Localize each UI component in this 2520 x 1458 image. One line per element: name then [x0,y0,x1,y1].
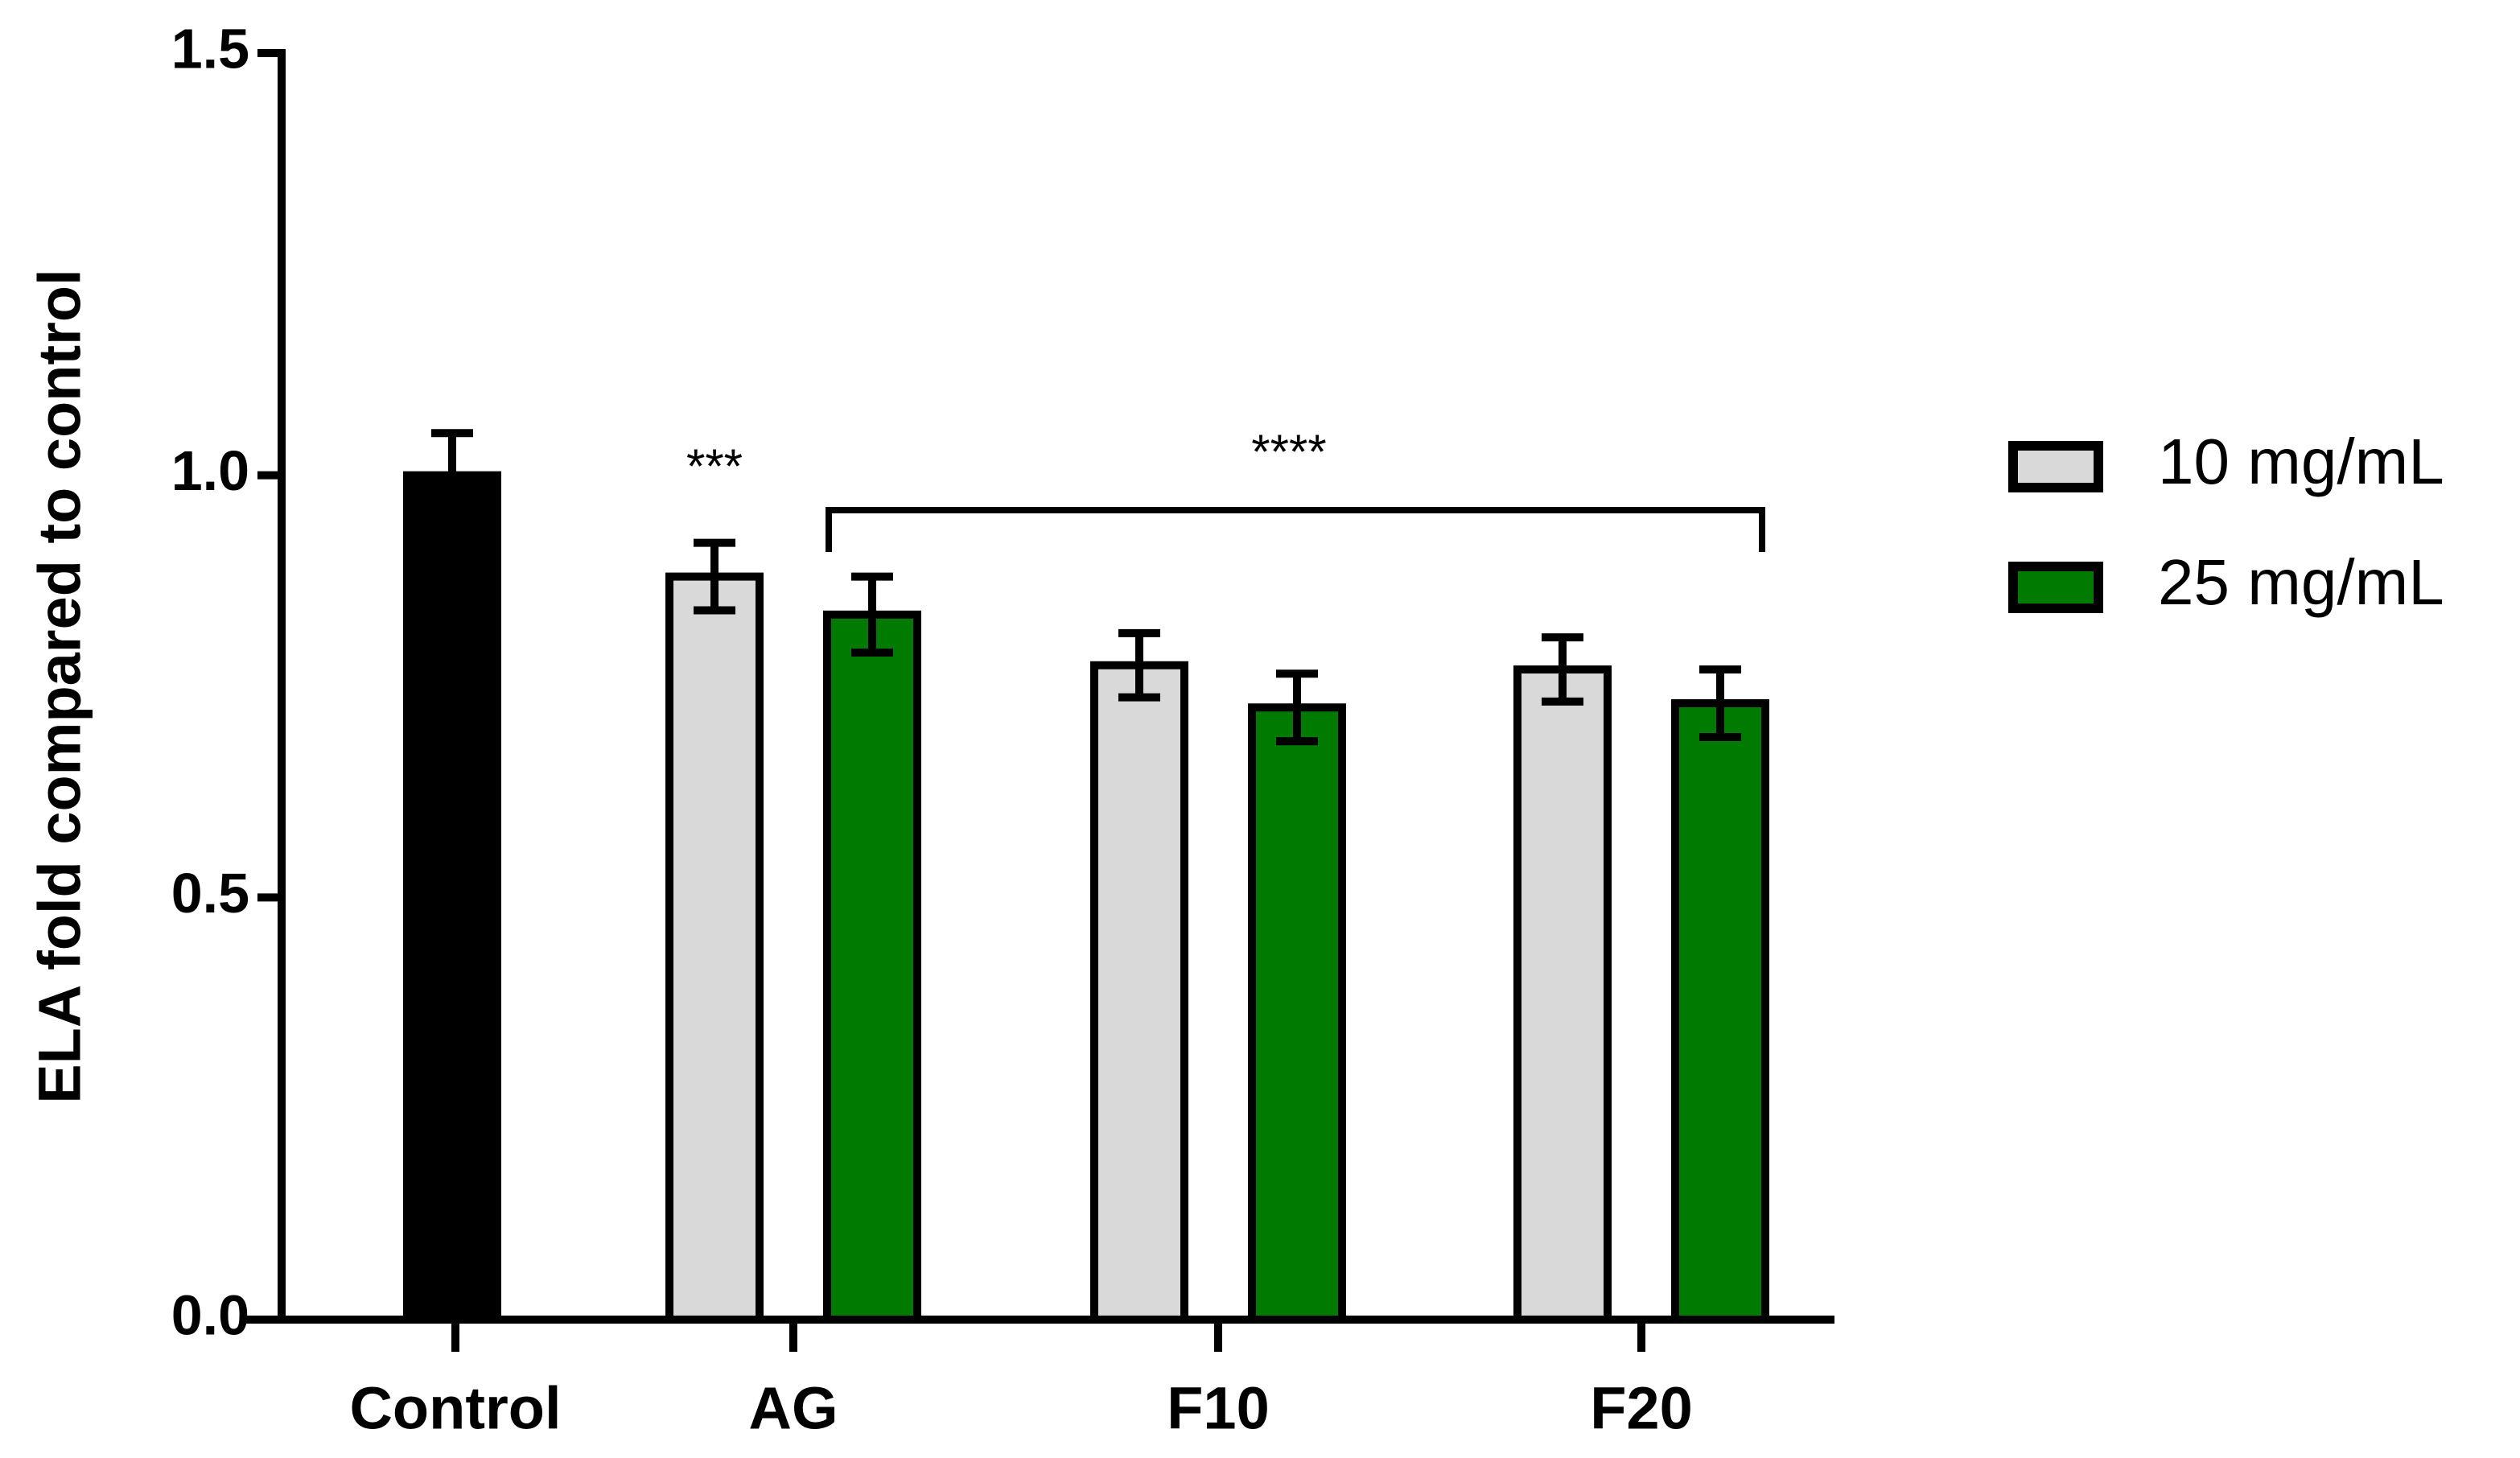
error-bar [1699,665,1741,741]
legend-label: 25 mg/mL [2158,546,2444,618]
x-tick-label: F20 [1590,1375,1693,1442]
legend-swatch [2008,562,2103,613]
annotation: *** [686,439,743,493]
bar [403,471,501,1324]
significance-bracket [826,507,1765,552]
bar [1513,665,1612,1324]
y-tick-label: 1.0 [171,439,249,502]
error-bar [851,572,893,657]
error-bar [1542,633,1583,706]
bar [1671,698,1769,1324]
x-tick-label: Control [349,1375,561,1442]
y-tick-label: 1.5 [171,17,249,80]
y-axis-label: ELA fold compared to control [27,269,93,1103]
bar [823,610,921,1324]
legend-label: 10 mg/mL [2158,426,2444,497]
x-tick-label: AG [749,1375,838,1442]
error-bar [431,429,473,522]
error-bar [1118,628,1160,702]
legend-swatch [2008,441,2103,492]
annotation: **** [1251,425,1326,479]
y-tick-label: 0.0 [171,1283,249,1346]
error-bar [694,538,735,615]
y-tick-label: 0.5 [171,862,249,925]
bar [1090,661,1188,1324]
x-tick-label: F10 [1167,1375,1270,1442]
bar [665,572,764,1324]
error-bar [1276,669,1318,746]
bar [1248,703,1346,1324]
